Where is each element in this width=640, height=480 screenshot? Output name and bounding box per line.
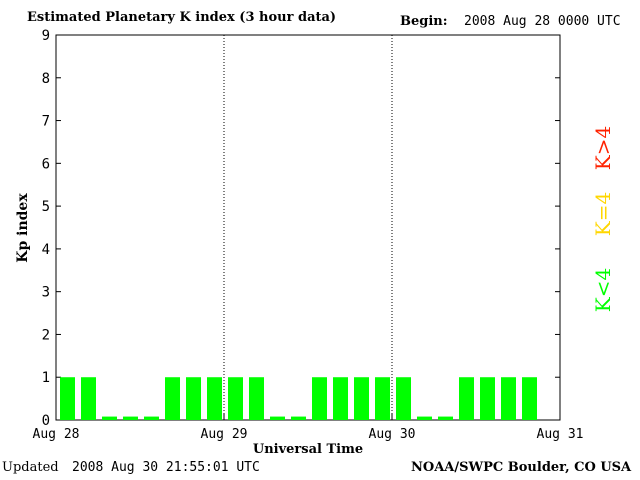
y-tick-label: 3 (42, 285, 50, 301)
kp-bar (270, 416, 285, 420)
y-tick-label: 1 (42, 370, 50, 386)
plot-frame (55, 34, 561, 421)
updated-label: Updated (2, 460, 59, 475)
kp-bar (60, 377, 75, 420)
y-tick-label: 5 (42, 199, 50, 215)
kp-bar (396, 377, 411, 420)
x-tick-label: Aug 30 (369, 427, 416, 442)
kp-bar (501, 377, 516, 420)
x-tick-label: Aug 28 (33, 427, 80, 442)
kp-bar (438, 416, 453, 420)
kp-bar (333, 377, 348, 420)
kp-bar (102, 416, 117, 420)
kp-bar (354, 377, 369, 420)
chart-title: Estimated Planetary K index (3 hour data… (27, 10, 337, 25)
legend-entry: K=4 (591, 192, 615, 236)
kp-bar (207, 377, 222, 420)
y-tick-label: 8 (42, 71, 50, 87)
begin-label: Begin: (400, 14, 448, 29)
y-tick-label: 7 (42, 114, 50, 130)
kp-bar (522, 377, 537, 420)
y-tick-label: 0 (42, 413, 50, 429)
source-credit: NOAA/SWPC Boulder, CO USA (411, 460, 632, 475)
kp-bar (459, 377, 474, 420)
y-tick-label: 6 (42, 156, 50, 172)
kp-bar (375, 377, 390, 420)
legend-entry: K<4 (591, 268, 615, 312)
x-tick-label: Aug 31 (537, 427, 584, 442)
kp-bar (81, 377, 96, 420)
kp-bar (249, 377, 264, 420)
kp-bar (144, 416, 159, 420)
y-axis-title: Kp index (15, 193, 31, 263)
kp-bar (291, 416, 306, 420)
legend-entry: K>4 (591, 126, 615, 170)
kp-bar (228, 377, 243, 420)
y-tick-label: 9 (42, 28, 50, 44)
kp-bar (480, 377, 495, 420)
x-tick-label: Aug 29 (201, 427, 248, 442)
x-axis-title: Universal Time (253, 442, 363, 457)
y-tick-label: 2 (42, 327, 50, 343)
kp-bar (417, 416, 432, 420)
y-tick-label: 4 (42, 242, 50, 258)
kp-bar (312, 377, 327, 420)
kp-bar (123, 416, 138, 420)
kp-bar (165, 377, 180, 420)
kp-bar (186, 377, 201, 420)
updated-value: 2008 Aug 30 21:55:01 UTC (72, 460, 260, 475)
begin-value: 2008 Aug 28 0000 UTC (464, 14, 621, 29)
